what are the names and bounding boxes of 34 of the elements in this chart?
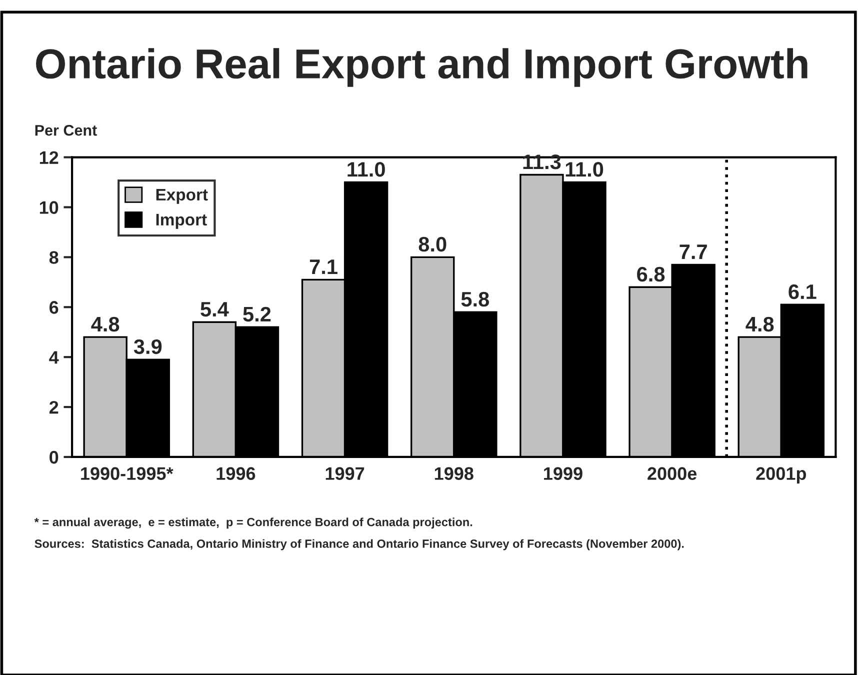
x-tick-label: 1997 <box>326 467 364 480</box>
data-label: 11.0 <box>566 162 604 177</box>
y-tick-label: 2 <box>49 400 58 414</box>
data-label: 8.0 <box>418 236 446 252</box>
y-tick-label: 4 <box>49 351 59 364</box>
data-label: 5.4 <box>200 302 229 317</box>
data-label: 6.8 <box>637 266 665 282</box>
y-tick-label: 12 <box>40 151 58 164</box>
data-label: 4.8 <box>746 316 774 332</box>
chart-title: Ontario Real Export and Import Growth <box>36 48 808 87</box>
y-tick-label: 10 <box>40 201 58 214</box>
data-label: 4.8 <box>91 316 120 332</box>
legend-label: Import <box>156 214 207 229</box>
x-tick-label: 1990-1995* <box>81 467 174 480</box>
data-label: 7.1 <box>310 260 338 274</box>
x-tick-label: 1998 <box>434 467 474 480</box>
legend-label: Export <box>156 188 208 204</box>
y-tick-label: 6 <box>49 301 58 314</box>
x-tick-label: 1996 <box>216 467 256 480</box>
data-label: 11.3 <box>523 154 561 170</box>
y-axis-title: Per Cent <box>35 124 97 136</box>
data-label: 11.0 <box>348 162 385 177</box>
source-note: Sources: Statistics Canada, Ontario Ministry of Finance and Ontario Finance Survey of Forecasts (November 2000). <box>34 539 684 550</box>
data-label: 7.7 <box>680 244 707 259</box>
x-tick-label: 2001p <box>756 467 806 484</box>
x-tick-label: 1999 <box>544 467 582 480</box>
data-label: 5.2 <box>243 306 271 322</box>
y-tick-label: 0 <box>50 450 58 464</box>
data-label: 6.1 <box>788 284 816 300</box>
y-tick-label: 8 <box>49 251 58 264</box>
data-label: 3.9 <box>134 339 162 354</box>
data-label: 5.8 <box>461 292 489 307</box>
x-tick-label: 2000e <box>648 467 697 480</box>
text: * = annual average, e = estimate, p = Conference Board of Canada projection. <box>34 518 472 529</box>
